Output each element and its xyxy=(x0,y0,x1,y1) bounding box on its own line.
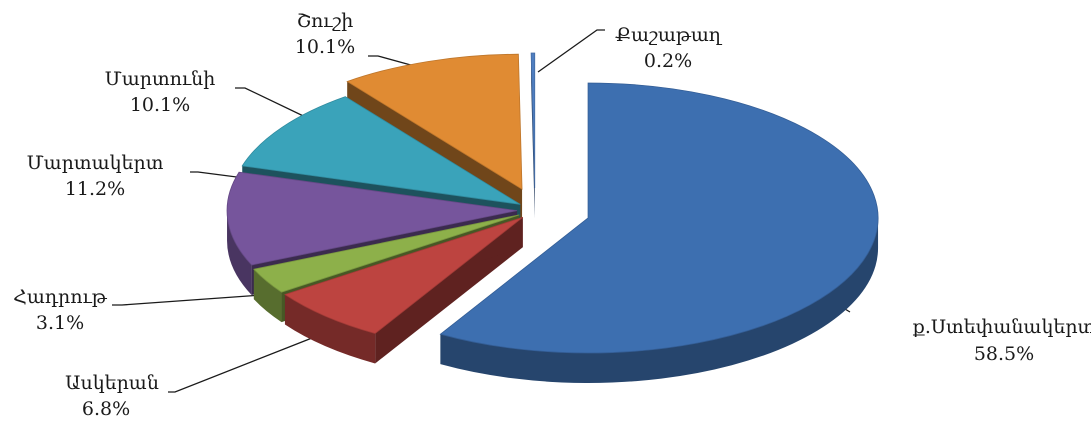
pie-slice-stepanakert xyxy=(439,82,879,383)
pie-slice-stepanakert-top xyxy=(439,82,879,354)
pie-slice-kashatagh-top xyxy=(530,52,536,189)
pie-slice-shushi-top xyxy=(346,53,523,190)
pie-slice-hadrut-top xyxy=(253,214,520,293)
pie-slice-hadrut-side xyxy=(253,269,282,323)
leader-line-martuni xyxy=(235,87,319,124)
pie-slice-askeran-top xyxy=(284,216,524,334)
slice-label-kashatagh-name: Քաշաթաղ xyxy=(615,24,723,46)
slice-label-hadrut-value: 3.1% xyxy=(36,312,84,334)
leader-line-hadrut xyxy=(112,294,263,306)
slice-label-martuni-name: Մարտունի xyxy=(105,68,216,90)
slice-label-stepanakert-value: 58.5% xyxy=(974,343,1034,365)
slice-label-kashatagh-value: 0.2% xyxy=(644,50,692,72)
pie-slice-martakert-top xyxy=(226,171,518,266)
slice-label-shushi-value: 10.1% xyxy=(295,36,355,58)
pie-slices xyxy=(226,52,879,383)
slice-label-hadrut-name: Հադրութ xyxy=(13,286,108,308)
slice-label-askeran-name: Ասկերան xyxy=(65,372,159,394)
slice-label-martakert-name: Մարտակերտ xyxy=(27,152,164,174)
leader-line-askeran xyxy=(168,337,313,393)
slice-label-askeran-value: 6.8% xyxy=(82,398,130,420)
slice-label-stepanakert-name: ք.Ստեփանակերտ xyxy=(913,316,1091,338)
pie-slice-kashatagh xyxy=(530,52,536,219)
pie-slice-martakert-side xyxy=(227,210,252,296)
pie-slice-martuni-top xyxy=(241,96,521,205)
pie-slice-stepanakert-side xyxy=(440,217,879,383)
slice-label-martakert-value: 11.2% xyxy=(65,178,125,200)
leader-line-kashatagh xyxy=(537,29,605,73)
slice-label-shushi-name: Շուշի xyxy=(297,10,354,32)
pie-slice-askeran-side xyxy=(284,294,376,364)
slice-label-martuni-value: 10.1% xyxy=(130,94,190,116)
pie-slice-askeran xyxy=(284,216,524,364)
